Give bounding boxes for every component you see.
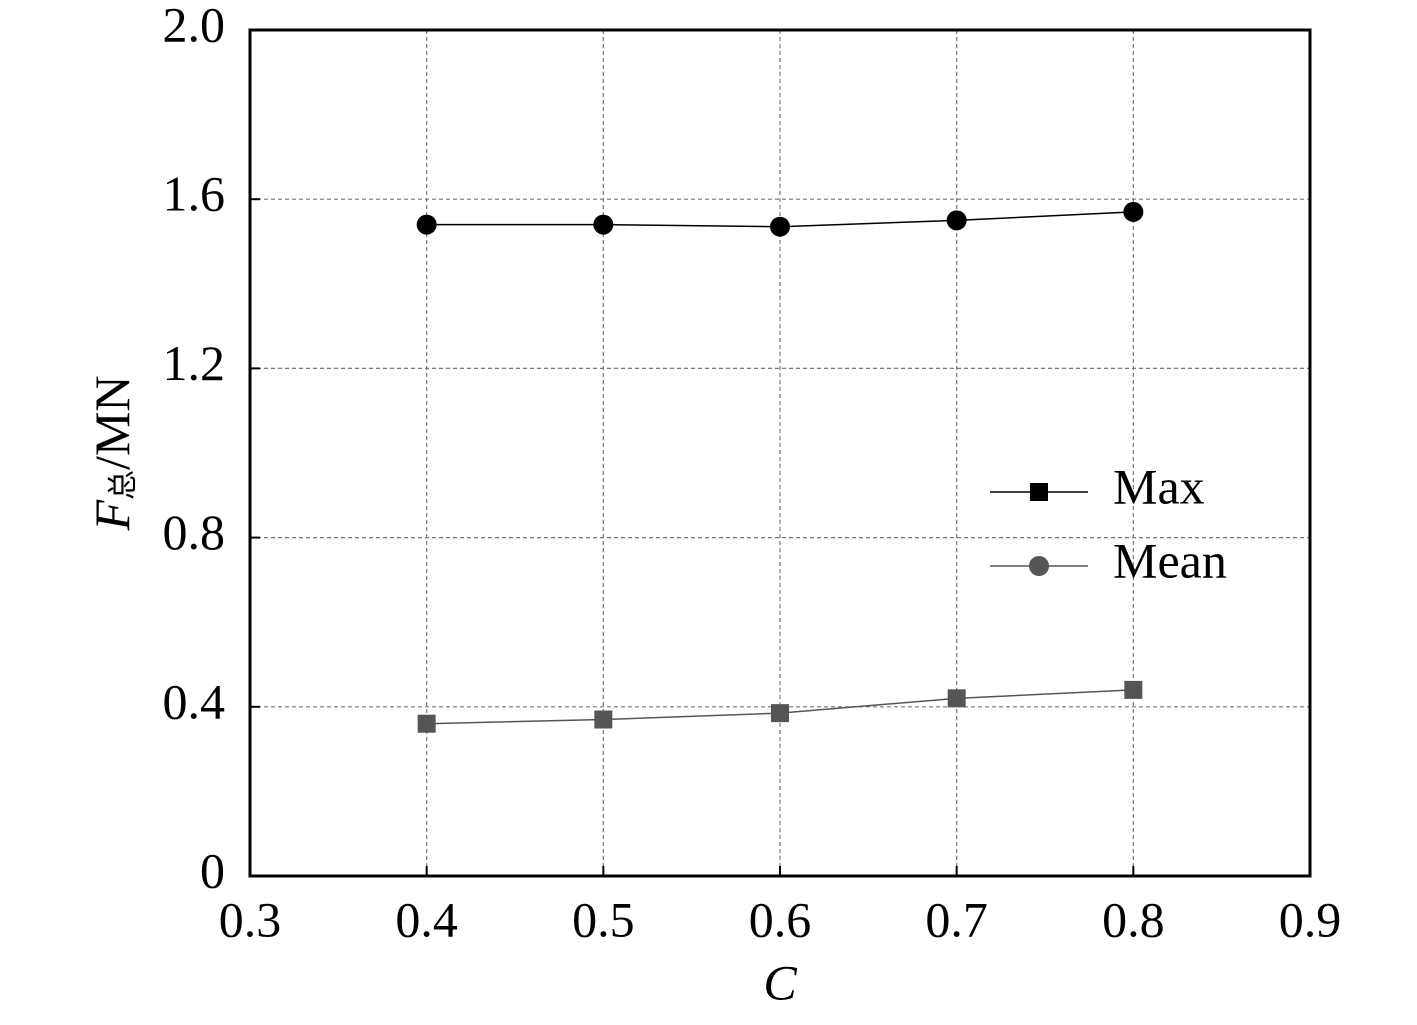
y-tick-label: 0 [200,842,225,898]
data-point [594,710,613,729]
x-tick-label: 0.7 [925,891,988,947]
data-point [593,214,614,235]
x-tick-label: 0.3 [219,891,282,947]
y-tick-label: 1.6 [163,166,226,222]
x-tick-label: 0.9 [1279,891,1342,947]
legend-marker [1029,556,1049,576]
legend-marker [1030,483,1048,501]
data-point [947,689,966,708]
data-point [770,216,790,237]
x-tick-label: 0.8 [1102,891,1165,947]
y-label-unit: /MN [84,375,140,469]
x-tick-label: 0.6 [749,891,812,947]
x-tick-label: 0.4 [395,891,458,947]
data-point [416,214,437,235]
data-point [1123,201,1144,222]
y-label-subscript: 总 [107,470,140,500]
x-tick-label: 0.5 [572,891,635,947]
y-tick-label: 0.8 [163,504,226,560]
y-tick-label: 2.0 [163,0,226,52]
data-point [1124,680,1143,699]
y-tick-label: 1.2 [163,335,226,391]
data-point [417,714,436,733]
y-axis-label: F总/MN [84,375,140,531]
x-axis-label: C [763,954,797,1010]
y-tick-label: 0.4 [163,673,226,729]
y-label-symbol: F [84,500,140,532]
data-point [771,704,789,723]
data-point [946,210,967,231]
legend-label: Max [1113,458,1205,514]
plot-frame [248,28,1312,878]
legend-label: Mean [1113,532,1227,588]
